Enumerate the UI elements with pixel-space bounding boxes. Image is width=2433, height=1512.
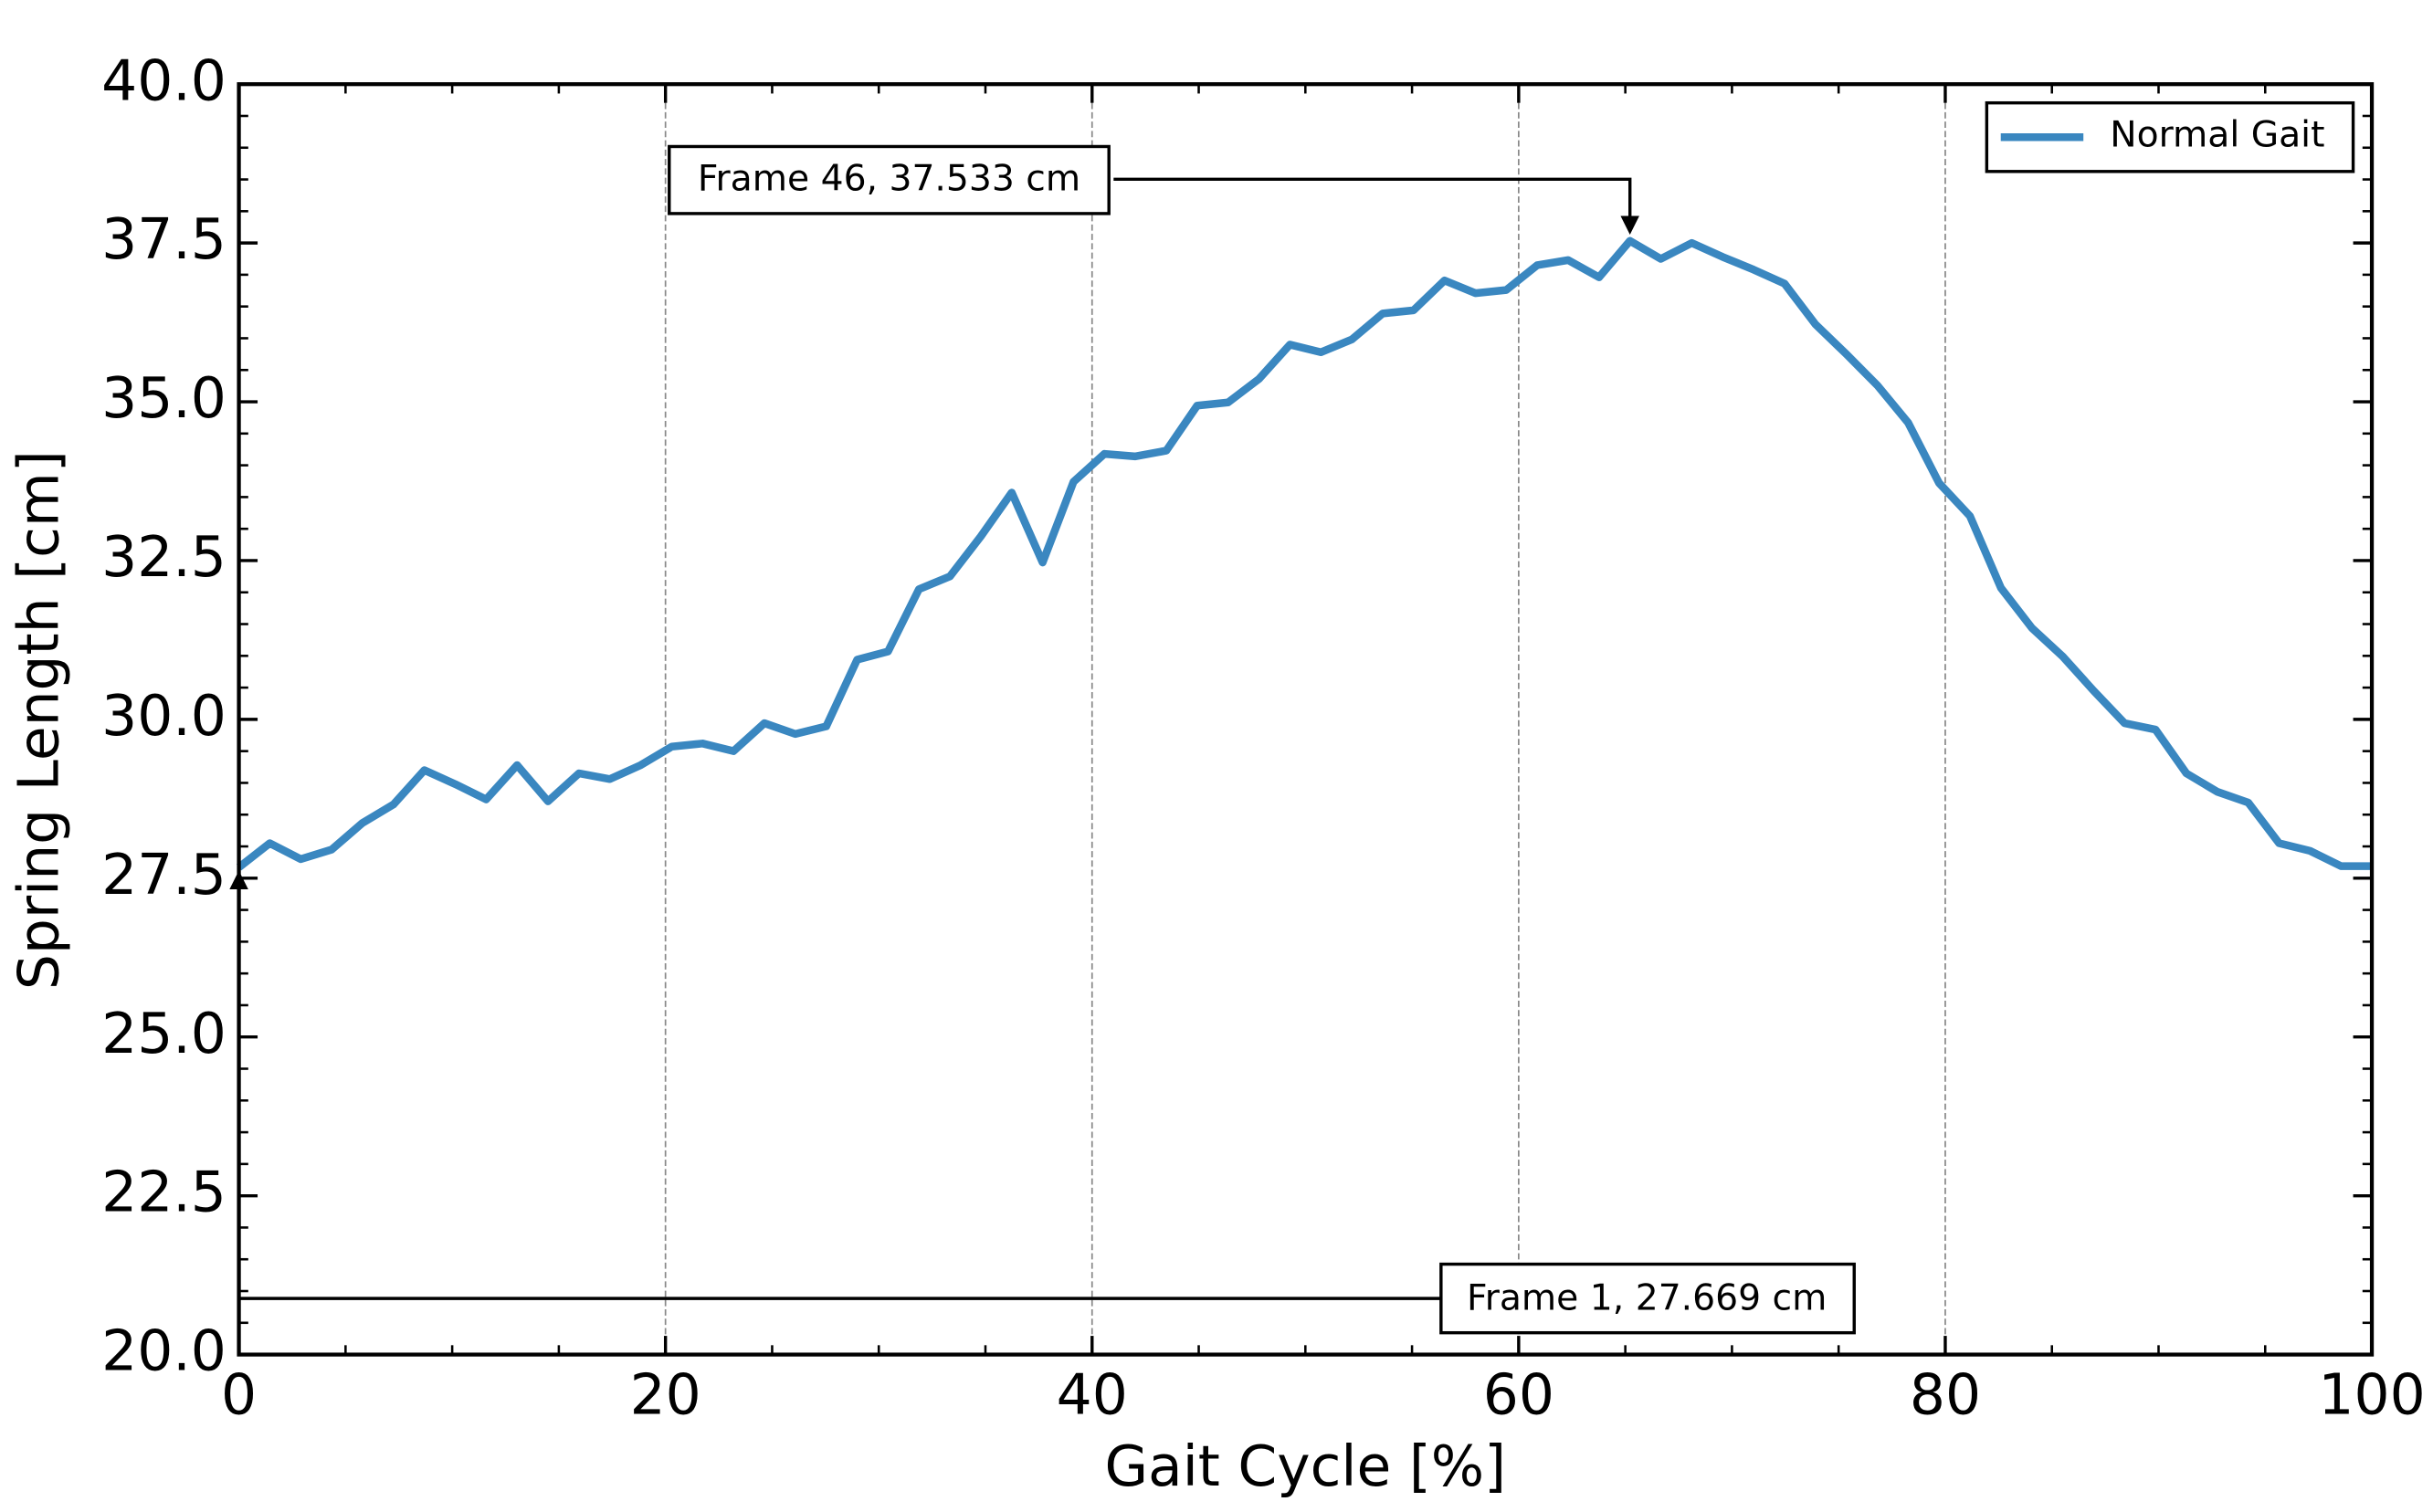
x-tick-label: 60 (1483, 1362, 1554, 1427)
y-tick-label: 20.0 (101, 1319, 226, 1384)
x-tick-label: 40 (1057, 1362, 1128, 1427)
y-tick-label: 32.5 (101, 525, 226, 590)
x-tick-label: 80 (1910, 1362, 1981, 1427)
data-line (236, 236, 2373, 871)
x-tick-label: 0 (221, 1362, 257, 1427)
annotation-text: Frame 1, 27.669 cm (1467, 1277, 1827, 1318)
y-axis-label: Spring Length [cm] (7, 450, 72, 990)
y-tick-label: 40.0 (101, 48, 226, 113)
annotation-arrow (1113, 177, 1632, 219)
annotation-arrowhead (229, 870, 248, 889)
x-tick-label: 20 (630, 1362, 701, 1427)
y-tick-label: 30.0 (101, 684, 226, 749)
y-tick-label: 27.5 (101, 843, 226, 908)
annotation-text: Frame 46, 37.533 cm (698, 159, 1080, 200)
y-tick-label: 22.5 (101, 1160, 226, 1225)
annotation-box (668, 144, 1111, 215)
x-axis-label: Gait Cycle [%] (1104, 1434, 1506, 1499)
annotation-box (1439, 1262, 1856, 1335)
plot-frame (237, 82, 2375, 1357)
annotation-arrowhead (1620, 215, 1639, 235)
x-tick-label: 100 (2318, 1362, 2425, 1427)
legend-label: Normal Gait (2110, 115, 2324, 156)
y-tick-label: 37.5 (101, 207, 226, 272)
y-tick-label: 25.0 (101, 1002, 226, 1066)
y-tick-label: 35.0 (101, 366, 226, 431)
